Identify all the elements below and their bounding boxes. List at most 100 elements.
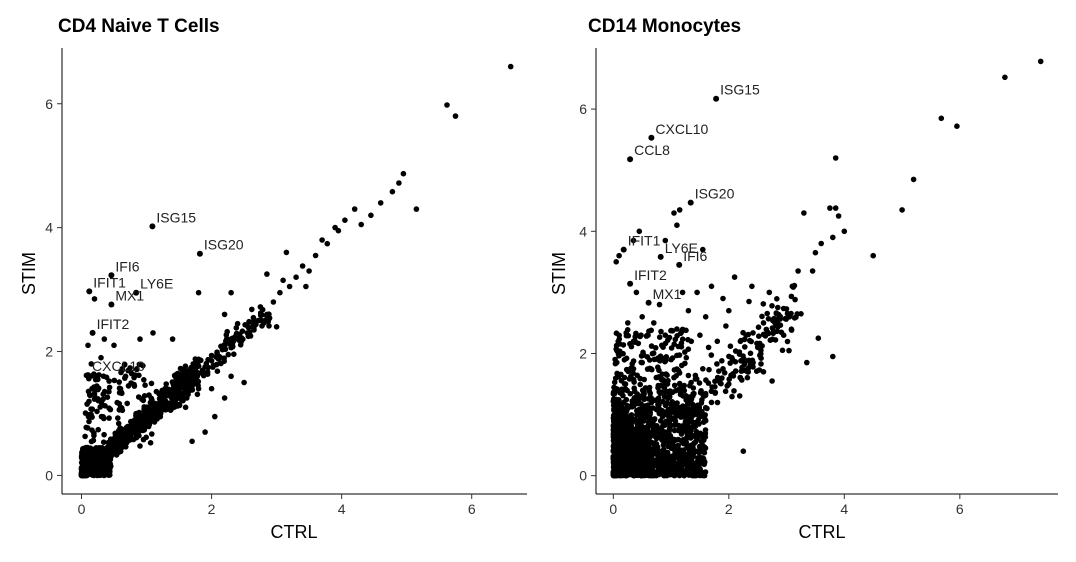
data-point xyxy=(674,352,680,359)
data-point xyxy=(676,464,682,471)
data-point xyxy=(610,464,617,471)
data-point xyxy=(688,379,694,386)
data-point xyxy=(671,382,678,389)
x-axis-label: CTRL xyxy=(270,522,318,542)
data-point xyxy=(716,368,722,375)
data-point xyxy=(662,237,669,244)
data-point xyxy=(101,449,107,456)
data-point xyxy=(671,374,677,381)
data-point xyxy=(616,404,622,411)
data-point xyxy=(835,213,842,219)
data-point xyxy=(140,397,147,404)
data-point xyxy=(628,425,634,432)
data-point xyxy=(804,359,810,366)
data-point xyxy=(798,311,804,317)
data-point xyxy=(88,438,95,445)
x-tick-label: 4 xyxy=(840,501,848,517)
data-point xyxy=(120,431,126,438)
data-point xyxy=(674,222,680,228)
data-point xyxy=(618,371,624,378)
data-point xyxy=(648,366,654,372)
data-point xyxy=(750,330,756,336)
point-label-mx1: MX1 xyxy=(115,288,144,304)
x-tick-label: 6 xyxy=(468,501,476,517)
data-point xyxy=(111,377,118,384)
data-point xyxy=(615,455,622,461)
data-point xyxy=(100,396,106,403)
data-point xyxy=(151,402,158,409)
data-point xyxy=(671,367,678,373)
data-point xyxy=(686,424,693,430)
data-point xyxy=(212,413,218,420)
data-point xyxy=(208,352,215,359)
data-point xyxy=(627,375,634,381)
y-tick-label: 6 xyxy=(45,96,53,112)
data-point xyxy=(632,394,638,401)
data-point xyxy=(613,468,619,475)
data-point xyxy=(247,333,254,339)
data-point xyxy=(149,431,155,437)
data-point xyxy=(743,332,749,339)
data-point xyxy=(666,334,673,341)
data-point xyxy=(702,417,709,424)
data-point xyxy=(641,443,648,449)
data-point xyxy=(747,350,754,357)
data-point xyxy=(128,370,135,377)
data-point xyxy=(769,378,775,384)
data-point xyxy=(79,448,86,454)
data-point xyxy=(641,396,648,403)
data-point xyxy=(830,353,836,360)
data-point xyxy=(112,430,118,437)
data-point xyxy=(692,433,699,440)
point-label-ifi6: IFI6 xyxy=(683,248,707,264)
data-point xyxy=(674,326,680,332)
data-point xyxy=(319,237,325,243)
data-point xyxy=(632,333,638,340)
data-point xyxy=(115,415,121,421)
point-label-ly6e: LY6E xyxy=(140,276,173,292)
data-point xyxy=(656,470,662,477)
data-point xyxy=(612,356,618,363)
data-point xyxy=(108,272,115,279)
data-point xyxy=(277,289,283,296)
data-point xyxy=(100,391,106,398)
data-point xyxy=(629,361,635,367)
data-point xyxy=(729,354,735,361)
data-point xyxy=(233,325,240,331)
data-point xyxy=(133,289,140,296)
data-point xyxy=(169,336,176,342)
data-point xyxy=(737,375,744,381)
data-point xyxy=(634,439,641,446)
data-point xyxy=(618,378,625,384)
data-point xyxy=(708,399,715,406)
data-point xyxy=(657,358,663,364)
data-point xyxy=(86,288,93,295)
data-point xyxy=(669,415,676,422)
data-point xyxy=(689,455,695,461)
data-point xyxy=(651,320,657,326)
data-point xyxy=(630,338,637,345)
data-point xyxy=(630,237,637,244)
data-point xyxy=(667,424,673,431)
data-point xyxy=(208,385,215,392)
data-point xyxy=(195,363,202,370)
data-point xyxy=(697,472,703,479)
data-point xyxy=(117,425,123,431)
data-point xyxy=(113,439,119,446)
x-tick-label: 0 xyxy=(609,501,617,517)
data-point xyxy=(143,423,149,430)
data-point xyxy=(400,170,407,177)
data-point xyxy=(691,390,697,397)
data-point xyxy=(644,459,651,466)
data-point xyxy=(97,404,103,410)
y-tick-label: 4 xyxy=(45,220,53,236)
data-point xyxy=(788,293,795,300)
data-point xyxy=(682,404,688,410)
data-point xyxy=(759,313,765,320)
data-point xyxy=(86,398,92,405)
data-point xyxy=(613,259,619,265)
x-tick-label: 2 xyxy=(725,501,733,517)
data-point xyxy=(208,358,215,364)
data-point xyxy=(741,361,748,368)
data-point xyxy=(657,353,664,360)
